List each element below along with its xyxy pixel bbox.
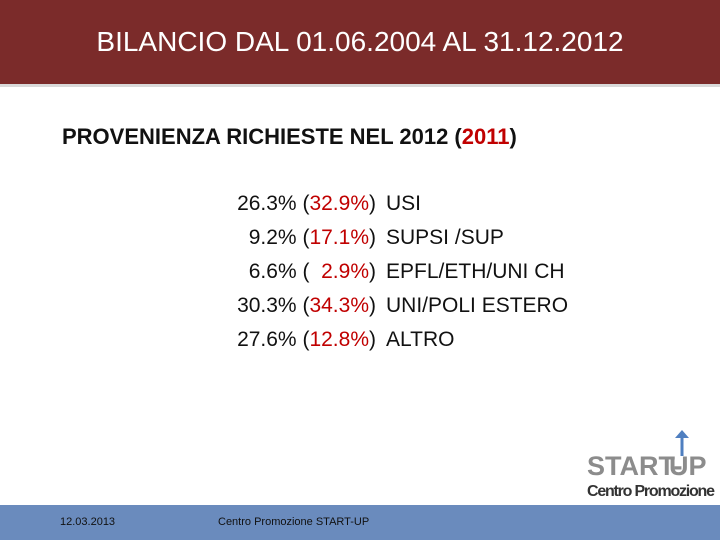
share: 26.3% [237, 192, 297, 215]
subtitle-close: ) [509, 124, 517, 149]
header-bar: BILANCIO DAL 01.06.2004 AL 31.12.2012 [0, 0, 720, 87]
row-label: USI [386, 192, 422, 215]
row-label: SUPSI /SUP [386, 226, 504, 249]
open-paren: ( [302, 328, 310, 351]
share: 9.2% [248, 226, 297, 249]
open-paren: ( [302, 226, 310, 249]
logo-up: UP [669, 451, 707, 481]
open-paren: ( [302, 294, 310, 317]
row-values: 6.6% ( 2.9%) [249, 260, 376, 284]
prev-share: 2.9% [315, 260, 369, 283]
logo-arrow-head [675, 430, 689, 438]
row-label: ALTRO [386, 328, 455, 351]
close-paren: ) [369, 226, 376, 249]
row: 9.2% (17.1%) SUPSI /SUP [0, 226, 720, 256]
footer-bar: 12.03.2013 Centro Promozione START-UP [0, 505, 720, 540]
subtitle-highlight: 2011 [461, 124, 510, 149]
logo-start: START- [587, 451, 683, 481]
header-title: BILANCIO DAL 01.06.2004 AL 31.12.2012 [96, 26, 624, 57]
open-paren: ( [302, 260, 316, 283]
subtitle: PROVENIENZA RICHIESTE NEL 2012 (2011) [62, 124, 517, 150]
row-values: 27.6% (12.8%) [237, 328, 376, 352]
prev-share: 17.1% [309, 226, 369, 249]
subtitle-text: PROVENIENZA RICHIESTE NEL 2012 ( [62, 124, 462, 149]
close-paren: ) [369, 260, 376, 283]
close-paren: ) [369, 192, 376, 215]
row: 26.3% (32.9%) USI [0, 192, 720, 222]
prev-share: 32.9% [309, 192, 369, 215]
prev-share: 12.8% [309, 328, 369, 351]
prev-share: 34.3% [309, 294, 369, 317]
close-paren: ) [369, 294, 376, 317]
row: 6.6% ( 2.9%) EPFL/ETH/UNI CH [0, 260, 720, 290]
close-paren: ) [369, 328, 376, 351]
row: 27.6% (12.8%) ALTRO [0, 328, 720, 358]
open-paren: ( [302, 192, 310, 215]
row-values: 30.3% (34.3%) [237, 294, 376, 318]
share: 30.3% [237, 294, 297, 317]
row: 30.3% (34.3%) UNI/POLI ESTERO [0, 294, 720, 324]
logo: START- UP Centro Promozione [587, 430, 715, 500]
footer-date: 12.03.2013 [60, 516, 116, 528]
row-values: 26.3% (32.9%) [237, 192, 376, 216]
share: 6.6% [248, 260, 297, 283]
logo-sub: Centro Promozione [587, 483, 715, 500]
footer-org: Centro Promozione START-UP [218, 516, 370, 528]
row-values: 9.2% (17.1%) [249, 226, 376, 250]
row-label: EPFL/ETH/UNI CH [386, 260, 565, 283]
share: 27.6% [237, 328, 297, 351]
row-label: UNI/POLI ESTERO [386, 294, 569, 317]
